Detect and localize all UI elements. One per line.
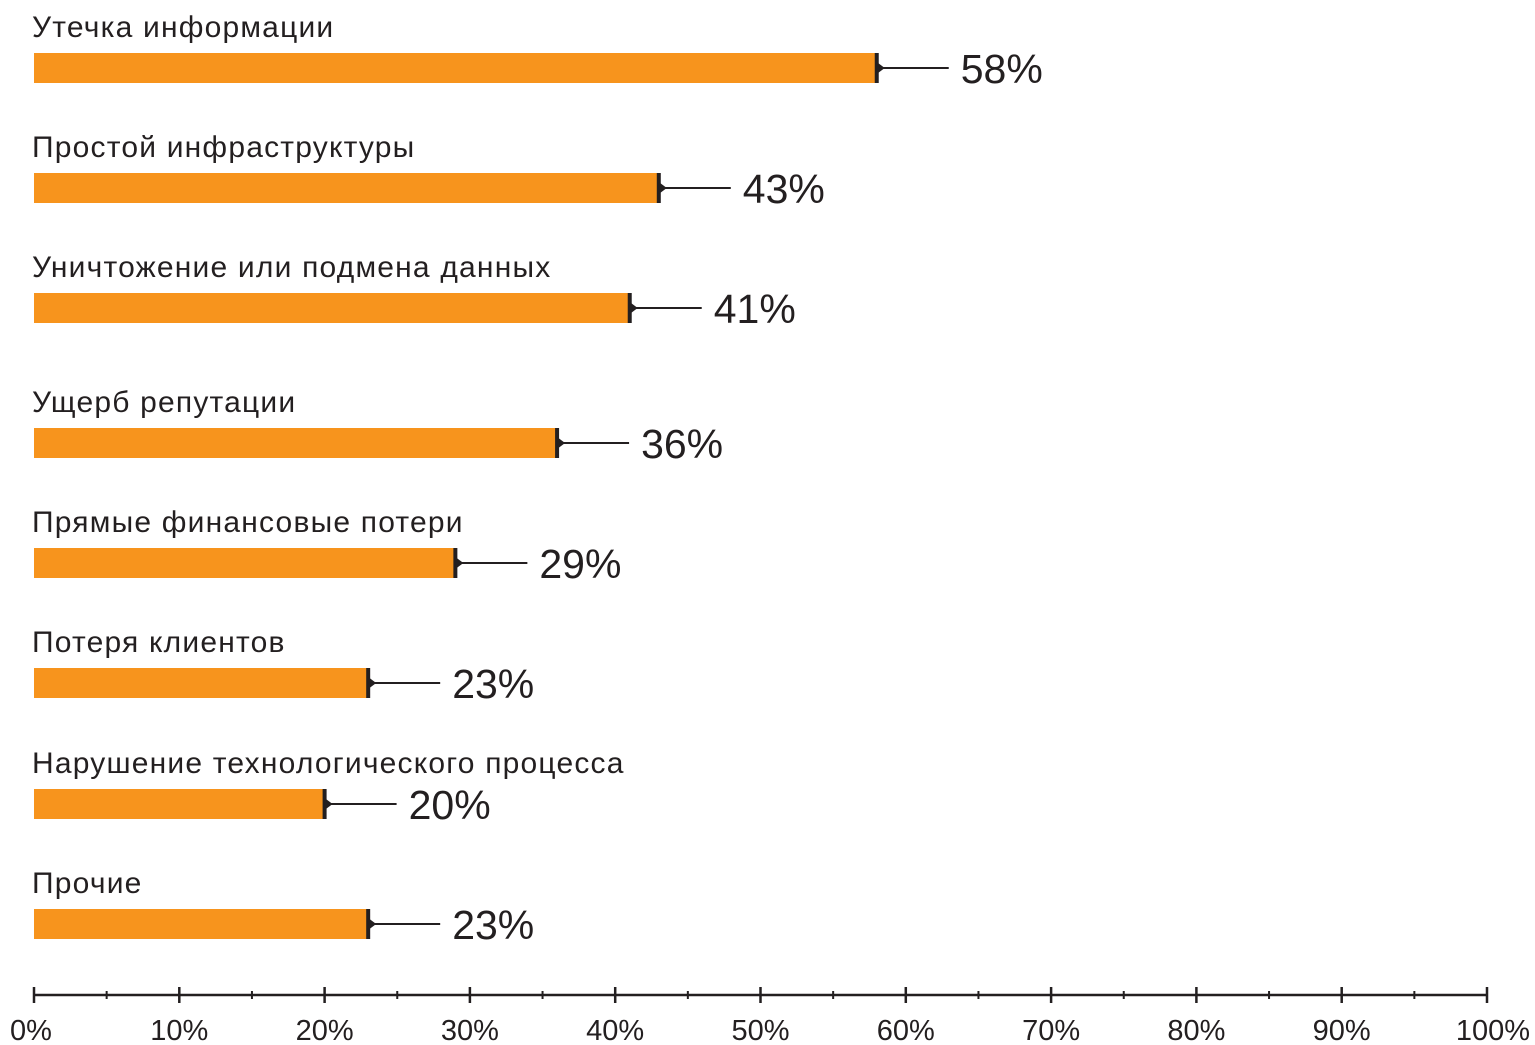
bar: [34, 53, 877, 83]
category-label: Прямые финансовые потери: [32, 506, 464, 539]
bar-group: Ущерб репутации 36%: [32, 386, 723, 467]
category-label: Уничтожение или подмена данных: [32, 251, 551, 284]
x-axis: 0% 10% 20% 30% 40% 50% 60% 70% 80% 90% 100%: [10, 987, 1530, 1045]
bar: [34, 173, 659, 203]
x-tick-label: 20%: [296, 1015, 354, 1045]
x-tick-label: 80%: [1167, 1015, 1225, 1045]
bar-group: Потеря клиентов 23%: [32, 626, 534, 707]
x-tick-label: 100%: [1456, 1015, 1530, 1045]
category-label: Нарушение технологического процесса: [32, 747, 625, 780]
value-label: 41%: [714, 286, 796, 332]
bar-group: Простой инфраструктуры 43%: [32, 131, 825, 212]
bar: [34, 789, 325, 819]
bar: [34, 293, 630, 323]
category-label: Простой инфраструктуры: [32, 131, 415, 164]
bar: [34, 428, 558, 458]
value-label: 36%: [641, 421, 723, 467]
x-tick-label: 50%: [731, 1015, 789, 1045]
bar: [34, 909, 369, 939]
bar-group: Прочие 23%: [32, 867, 534, 948]
x-tick-label: 90%: [1313, 1015, 1371, 1045]
bars-layer: Утечка информации 58% Простой инфраструкту…: [32, 11, 1043, 948]
value-label: 20%: [409, 782, 491, 828]
category-label: Ущерб репутации: [32, 386, 296, 419]
x-tick-label: 70%: [1022, 1015, 1080, 1045]
value-label: 23%: [452, 902, 534, 948]
x-tick-label: 30%: [441, 1015, 499, 1045]
x-tick-label: 10%: [150, 1015, 208, 1045]
category-label: Утечка информации: [32, 11, 334, 44]
value-label: 23%: [452, 661, 534, 707]
category-label: Потеря клиентов: [32, 626, 286, 659]
bar-group: Прямые финансовые потери 29%: [32, 506, 621, 587]
bar-group: Утечка информации 58%: [32, 11, 1043, 92]
x-tick-label: 60%: [877, 1015, 935, 1045]
value-label: 43%: [743, 166, 825, 212]
value-label: 58%: [961, 46, 1043, 92]
bar-group: Уничтожение или подмена данных 41%: [32, 251, 796, 332]
category-label: Прочие: [32, 867, 143, 900]
bar: [34, 548, 456, 578]
x-tick-label: 0%: [10, 1015, 52, 1045]
bar: [34, 668, 369, 698]
x-tick-label: 40%: [586, 1015, 644, 1045]
value-label: 29%: [539, 541, 621, 587]
